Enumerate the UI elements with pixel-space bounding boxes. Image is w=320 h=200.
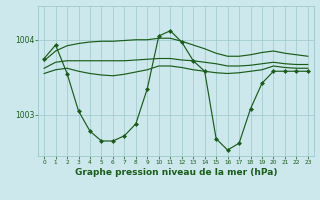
X-axis label: Graphe pression niveau de la mer (hPa): Graphe pression niveau de la mer (hPa) bbox=[75, 168, 277, 177]
